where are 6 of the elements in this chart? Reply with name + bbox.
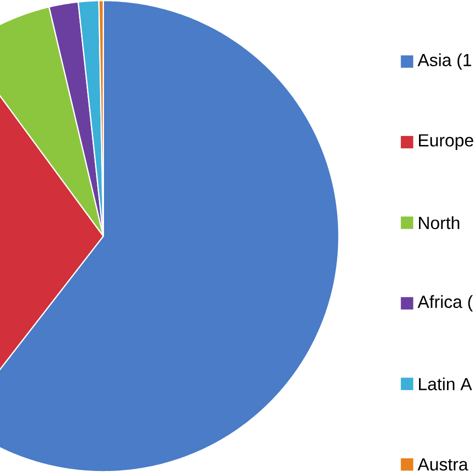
legend-label: Asia (1 (418, 53, 472, 70)
legend-label: Latin A (419, 377, 472, 390)
legend-label: North (419, 216, 460, 229)
legend-label: Austra (418, 458, 468, 470)
legend-label: Africa ( (418, 295, 473, 312)
legend-label: Europe (419, 134, 474, 150)
